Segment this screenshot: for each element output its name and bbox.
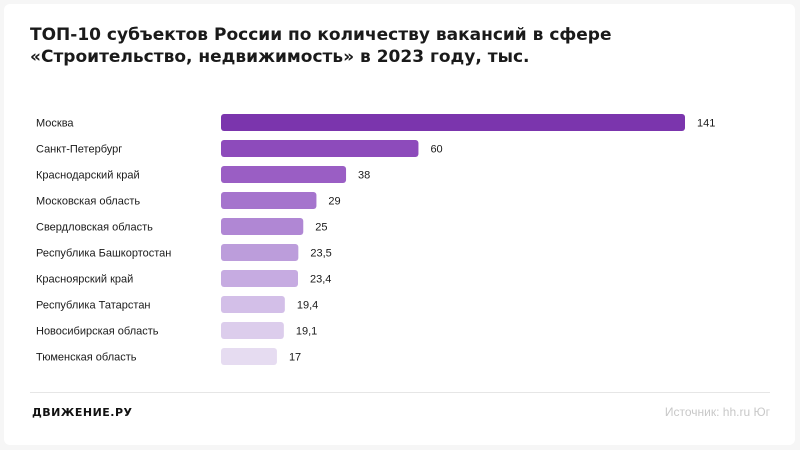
- value-label: 23,4: [310, 274, 331, 286]
- bar: [221, 166, 347, 183]
- footer-divider: [30, 392, 770, 393]
- value-label: 29: [328, 196, 340, 208]
- category-label: Республика Татарстан: [36, 300, 151, 312]
- bar: [221, 218, 304, 235]
- bar: [221, 270, 299, 287]
- category-label: Свердловская область: [36, 222, 153, 234]
- bar: [221, 114, 685, 131]
- chart-title-line-2: «Строительство, недвижимость» в 2023 год…: [30, 47, 530, 67]
- chart-title-line-1: ТОП-10 субъектов России по количеству ва…: [30, 25, 612, 45]
- bar: [221, 296, 285, 313]
- category-label: Москва: [36, 118, 74, 130]
- category-label: Московская область: [36, 196, 140, 208]
- value-label: 141: [697, 118, 715, 130]
- chart-card: [4, 4, 795, 445]
- category-label: Новосибирская область: [36, 326, 159, 338]
- category-label: Республика Башкортостан: [36, 248, 171, 260]
- category-label: Санкт-Петербург: [36, 144, 122, 156]
- bar: [221, 322, 284, 339]
- value-label: 25: [315, 222, 327, 234]
- value-label: 23,5: [310, 248, 331, 260]
- value-label: 19,1: [296, 326, 317, 338]
- value-label: 38: [358, 170, 370, 182]
- value-label: 19,4: [297, 300, 318, 312]
- brand-logo: ДВИЖЕНИЕ.РУ: [32, 406, 133, 419]
- bar: [221, 192, 317, 209]
- category-label: Тюменская область: [36, 352, 137, 364]
- value-label: 60: [430, 144, 442, 156]
- category-label: Красноярский край: [36, 274, 133, 286]
- value-label: 17: [289, 352, 301, 364]
- bar: [221, 348, 277, 365]
- bar: [221, 244, 299, 261]
- bar: [221, 140, 419, 157]
- chart-title: ТОП-10 субъектов России по количеству ва…: [30, 24, 670, 68]
- category-label: Краснодарский край: [36, 170, 140, 182]
- source-note: Источник: hh.ru Юг: [664, 405, 770, 419]
